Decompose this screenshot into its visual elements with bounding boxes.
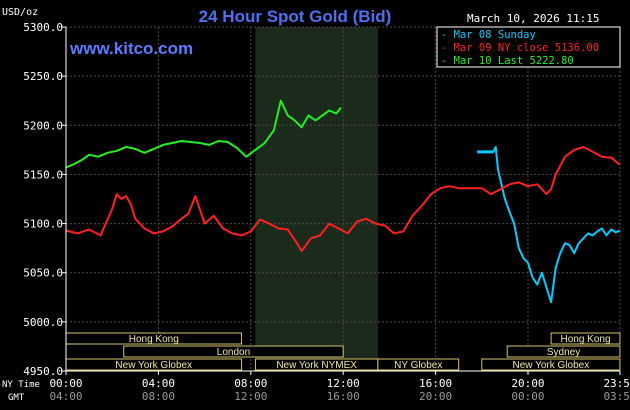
market-label: New York Globex xyxy=(513,360,590,371)
series-line-2 xyxy=(65,145,621,253)
legend: - Mar 08 Sunday- Mar 09 NY close 5136.00… xyxy=(436,26,621,68)
market-box xyxy=(481,358,621,371)
market-box xyxy=(377,358,460,371)
x-tick-label-gmt: 20:00 xyxy=(419,390,452,403)
market-box xyxy=(123,345,344,358)
legend-entry: - Mar 10 Last 5222.80 xyxy=(441,55,574,67)
y-tick-label: 5150.0 xyxy=(23,168,63,181)
legend-entry: - Mar 09 NY close 5136.00 xyxy=(441,42,599,54)
x-tick-label-ny: 20:00 xyxy=(511,377,544,390)
y-tick-label: 5200.0 xyxy=(23,119,63,132)
y-tick-label: 5050.0 xyxy=(23,267,63,280)
x-tick-label-gmt: 03:59 xyxy=(603,390,630,403)
chart-title: 24 Hour Spot Gold (Bid) xyxy=(199,7,392,26)
highlight-band xyxy=(255,27,378,371)
x-tick-label-gmt: 04:00 xyxy=(49,390,82,403)
x-tick-label-ny: 12:00 xyxy=(327,377,360,390)
axes: 5300.0 5250.0 5200.0 5150.0 5100.0 5050.0 5000… xyxy=(23,21,630,403)
labels: USD/oz 24 Hour Spot Gold (Bid) March 10,… xyxy=(2,7,599,403)
series-line-1 xyxy=(481,145,621,304)
legend-box xyxy=(436,26,621,68)
series xyxy=(65,99,621,304)
market-label: NY Globex xyxy=(394,360,442,371)
y-tick-label: 5000.0 xyxy=(23,316,63,329)
x-tick-label-ny: 23:59 xyxy=(603,377,630,390)
y-tick-label: 5300.0 xyxy=(23,21,63,34)
nymex-highlight xyxy=(255,27,378,371)
x-tick-label-ny: 00:00 xyxy=(49,377,82,390)
y-tick-label: 5250.0 xyxy=(23,70,63,83)
timestamp: March 10, 2026 11:15 xyxy=(467,12,599,25)
market-label: Hong Kong xyxy=(560,334,610,345)
x-tick-label-ny: 08:00 xyxy=(234,377,267,390)
x-tick-label-ny: 04:00 xyxy=(142,377,175,390)
market-sessions: Hong Kong London New York Globex New York N… xyxy=(65,332,621,371)
series-line-3 xyxy=(65,99,342,169)
market-box xyxy=(550,332,621,345)
x-tick-label-gmt: 12:00 xyxy=(234,390,267,403)
x-tick-label-gmt: 00:00 xyxy=(511,390,544,403)
y-unit-label: USD/oz xyxy=(2,7,38,18)
y-tick-label: 4950.0 xyxy=(23,365,63,378)
gmt-label: GMT xyxy=(8,393,25,403)
x-tick-label-gmt: 16:00 xyxy=(327,390,360,403)
x-tick-label-ny: 16:00 xyxy=(419,377,452,390)
x-tick-label-gmt: 08:00 xyxy=(142,390,175,403)
ny-time-label: NY Time xyxy=(2,380,40,390)
market-box xyxy=(506,345,621,358)
market-label: New York Globex xyxy=(115,360,192,371)
legend-entry: - Mar 08 Sunday xyxy=(441,29,536,41)
market-label: Sydney xyxy=(547,347,580,358)
y-tick-label: 5100.0 xyxy=(23,218,63,231)
watermark: www.kitco.com xyxy=(69,39,193,58)
market-label: London xyxy=(217,347,250,358)
market-label: Hong Kong xyxy=(129,334,179,345)
market-label: New York NYMEX xyxy=(276,360,357,371)
